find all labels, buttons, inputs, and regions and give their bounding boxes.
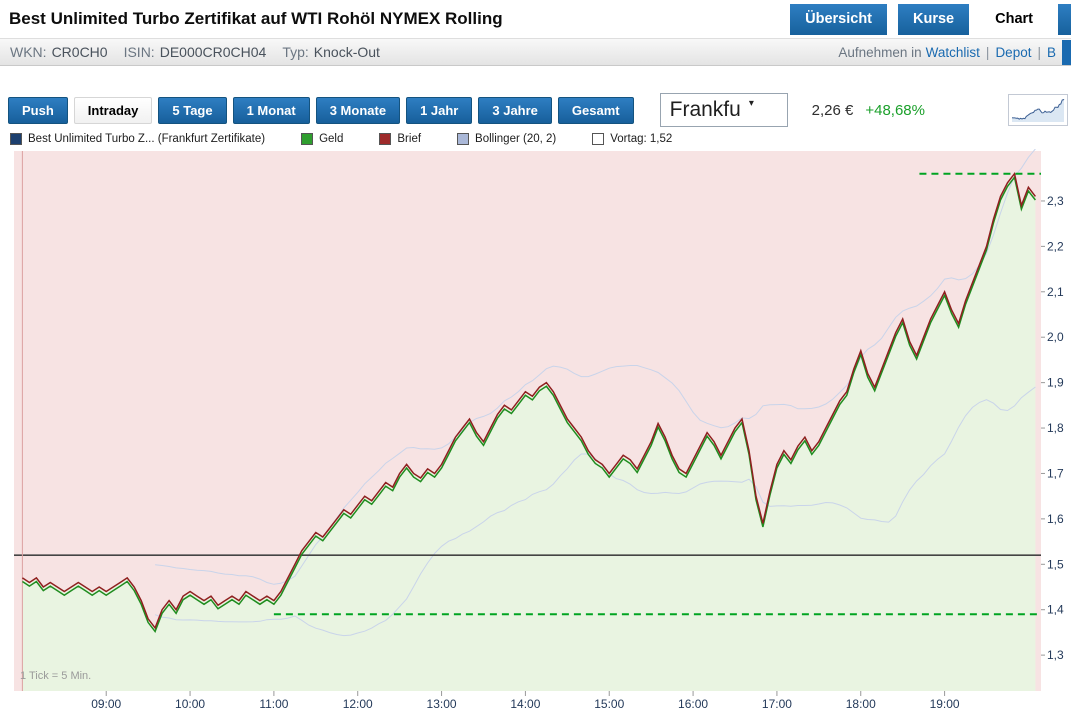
x-axis-label: 10:00 [175,697,205,711]
range-intraday[interactable]: Intraday [73,96,153,124]
cutoff-element [1062,39,1071,65]
legend-swatch-bollinger [457,133,470,145]
page-title: Best Unlimited Turbo Zertifikat auf WTI … [9,9,503,28]
aufnehmen-label: Aufnehmen in [838,44,922,60]
infobar-actions: Aufnehmen in Watchlist | Depot | B [838,39,1071,65]
header-tabs: Übersicht Kurse Chart [779,3,1071,35]
brief-line [21,171,1036,630]
x-axis-label: 11:00 [259,697,288,711]
legend-item-instrument[interactable]: Best Unlimited Turbo Z... (Frankfurt Zer… [10,133,265,145]
range-3-jahre[interactable]: 3 Jahre [478,96,552,124]
sparkline-thumbnail[interactable] [1008,94,1068,126]
chart-toolbar: Push Intraday 5 Tage 1 Monat 3 Monate 1 … [0,92,1071,128]
geld-line [21,175,1036,634]
legend-label-brief: Brief [397,133,422,145]
x-axis-label: 14:00 [510,697,540,711]
price-value: 2,26 € [811,101,854,119]
range-1-jahr[interactable]: 1 Jahr [406,96,473,124]
tab-cutoff[interactable] [1058,3,1071,35]
change-percent: +48,68% [865,101,925,119]
tab-chart[interactable]: Chart [980,3,1048,35]
chart-legend: Best Unlimited Turbo Z... (Frankfurt Zer… [0,131,1071,147]
y-axis-label: 1,3 [1047,648,1064,662]
exchange-select[interactable]: Frankfu ▾ [659,93,788,127]
instrument-infobar: WKN: CR0CH0 ISIN: DE000CR0CH04 Typ: Knoc… [0,38,1071,66]
range-1-monat[interactable]: 1 Monat [232,96,310,124]
sparkline-line [1011,99,1065,120]
watchlist-link[interactable]: Watchlist [925,44,980,60]
legend-label-geld: Geld [319,133,344,145]
bollinger-upper-band [155,149,1036,585]
tab-uebersicht[interactable]: Übersicht [790,3,888,35]
y-axis-label: 2,2 [1047,239,1064,253]
legend-item-geld[interactable]: Geld [301,133,343,145]
isin-value: DE000CR0CH04 [159,44,267,60]
typ-value: Knock-Out [313,44,380,60]
legend-swatch-brief [379,133,392,145]
wkn-label: WKN: [10,44,47,60]
x-axis-label: 12:00 [343,697,373,711]
range-5-tage[interactable]: 5 Tage [158,96,227,124]
chevron-down-icon: ▾ [748,98,754,109]
separator: | [985,44,990,60]
legend-item-brief[interactable]: Brief [379,133,421,145]
typ-label: Typ: [282,44,309,60]
wkn-value: CR0CH0 [51,44,108,60]
y-axis-label: 1,7 [1047,466,1064,480]
exchange-value: Frankfu [669,98,741,121]
intraday-chart[interactable]: 09:00 10:00 11:00 12:00 13:00 14:00 15:00 16:00… [0,149,1071,713]
y-axis-label: 1,8 [1047,421,1064,435]
x-axis-label: 15:00 [594,697,624,711]
legend-label-bollinger: Bollinger (20, 2) [475,133,557,145]
y-axis-label: 1,6 [1047,512,1064,526]
y-axis-label: 2,0 [1047,330,1064,344]
legend-label-instrument: Best Unlimited Turbo Z... (Frankfurt Zer… [28,133,266,145]
x-axis-label: 19:00 [930,697,960,711]
range-3-monate[interactable]: 3 Monate [315,96,401,124]
x-axis-label: 09:00 [91,697,121,711]
y-axis-label: 2,1 [1047,285,1064,299]
x-axis-label: 17:00 [762,697,792,711]
legend-label-vortag: Vortag: 1,52 [610,133,673,145]
y-axis-label: 2,3 [1047,194,1064,208]
depot-link[interactable]: Depot [995,44,1032,60]
y-axis-label: 1,5 [1047,557,1064,571]
price-area-fill [22,173,1036,691]
chart-canvas[interactable]: 09:00 10:00 11:00 12:00 13:00 14:00 15:00 16:00… [0,149,1071,713]
cutoff-link[interactable]: B [1046,44,1056,60]
legend-item-bollinger[interactable]: Bollinger (20, 2) [457,133,556,145]
legend-swatch-vortag [592,133,605,145]
y-axis-label: 1,4 [1047,603,1064,617]
x-axis-label: 16:00 [678,697,708,711]
header: Best Unlimited Turbo Zertifikat auf WTI … [0,0,1071,38]
sparkline-area [1012,99,1064,122]
x-axis-label: 13:00 [427,697,457,711]
range-gesamt[interactable]: Gesamt [557,96,634,124]
y-axis-label: 1,9 [1047,376,1064,390]
legend-item-vortag[interactable]: Vortag: 1,52 [592,133,672,145]
tab-kurse[interactable]: Kurse [898,3,970,35]
push-button[interactable]: Push [8,96,68,124]
separator: | [1037,44,1041,60]
x-axis-label: 18:00 [846,697,876,711]
tick-interval-note: 1 Tick = 5 Min. [20,670,91,682]
legend-swatch-instrument [10,133,22,145]
isin-label: ISIN: [123,44,155,60]
sparkline-chart [1011,99,1065,122]
legend-swatch-geld [301,133,314,145]
